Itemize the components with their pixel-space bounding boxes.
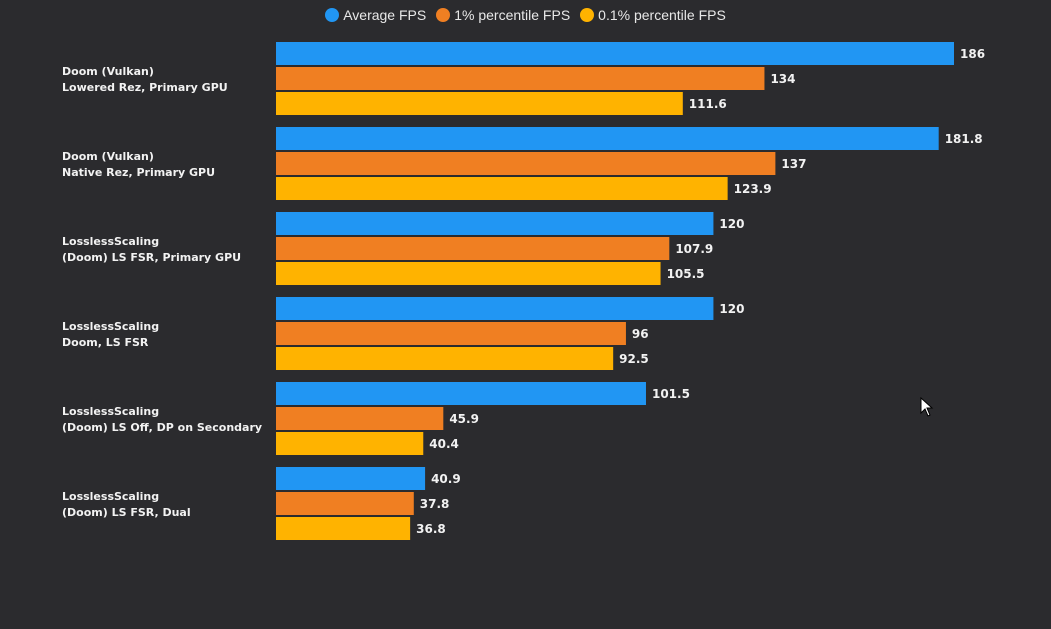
legend-item-average[interactable]: Average FPS [325,7,426,23]
legend-swatch-01pct [580,8,595,22]
data-label: 92.5 [619,352,649,366]
data-label: 36.8 [416,522,446,536]
data-label: 40.9 [431,472,461,486]
data-label: 45.9 [449,412,479,426]
bar[interactable] [276,67,765,90]
data-label: 96 [632,327,649,341]
data-label: 181.8 [945,132,983,146]
data-label: 120 [719,302,744,316]
bar[interactable] [276,237,670,260]
bar[interactable] [276,152,776,175]
bar[interactable] [276,407,444,430]
data-label: 134 [770,72,795,86]
category-label: LosslessScaling [62,405,159,418]
category-label: Doom (Vulkan) [62,65,154,78]
legend-swatch-1pct [436,8,451,22]
data-label: 107.9 [675,242,713,256]
category-label: LosslessScaling [62,490,159,503]
bar[interactable] [276,432,424,455]
bar[interactable] [276,382,646,405]
bar[interactable] [276,297,714,320]
legend-label-1pct: 1% percentile FPS [454,7,571,23]
bar[interactable] [276,262,661,285]
category-label: (Doom) LS FSR, Primary GPU [62,251,241,264]
bar[interactable] [276,42,954,65]
legend-item-01pct[interactable]: 0.1% percentile FPS [580,7,726,23]
legend: Average FPS 1% percentile FPS 0.1% perce… [0,7,1051,23]
legend-label-average: Average FPS [343,7,427,23]
category-label: Doom, LS FSR [62,336,149,349]
category-label: Lowered Rez, Primary GPU [62,81,228,94]
data-label: 105.5 [667,267,705,281]
category-label: Native Rez, Primary GPU [62,166,215,179]
category-label: (Doom) LS Off, DP on Secondary [62,421,262,434]
data-label: 137 [781,157,806,171]
legend-label-01pct: 0.1% percentile FPS [598,7,726,23]
data-label: 37.8 [420,497,450,511]
bar[interactable] [276,347,614,370]
legend-item-1pct[interactable]: 1% percentile FPS [436,7,570,23]
bar[interactable] [276,492,414,515]
bar[interactable] [276,322,626,345]
bar[interactable] [276,177,728,200]
mouse-cursor-icon [920,397,934,417]
category-label: (Doom) LS FSR, Dual [62,506,191,519]
data-label: 120 [719,217,744,231]
data-label: 186 [960,47,985,61]
bar[interactable] [276,212,714,235]
data-label: 123.9 [734,182,772,196]
data-label: 40.4 [429,437,459,451]
category-label: LosslessScaling [62,235,159,248]
bar[interactable] [276,127,939,150]
category-label: LosslessScaling [62,320,159,333]
data-label: 111.6 [689,97,727,111]
bar[interactable] [276,92,683,115]
category-label: Doom (Vulkan) [62,150,154,163]
legend-swatch-average [325,8,340,22]
data-label: 101.5 [652,387,690,401]
bar[interactable] [276,517,411,540]
bar[interactable] [276,467,426,490]
